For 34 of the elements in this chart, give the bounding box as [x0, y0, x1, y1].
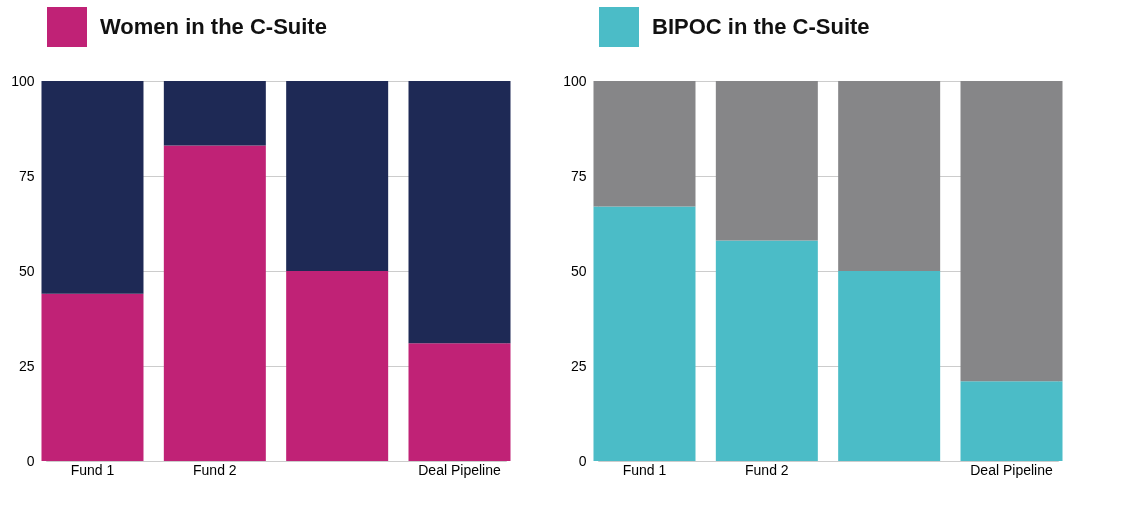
bar: [715, 240, 818, 461]
y-tick-label: 75: [570, 167, 587, 184]
bar: [163, 145, 266, 461]
bar: [408, 81, 511, 344]
bar: [960, 381, 1063, 461]
y-tick-label: 50: [18, 262, 35, 279]
x-tick-label: Fund 2: [745, 461, 789, 478]
legend-label: BIPOC in the C-Suite: [652, 14, 870, 39]
y-tick-label: 75: [18, 167, 35, 184]
legend-label: Women in the C-Suite: [100, 14, 327, 39]
x-tick-label: Fund 1: [70, 461, 115, 478]
y-tick-label: 0: [578, 452, 587, 469]
bar: [286, 81, 389, 271]
bar: [715, 81, 818, 241]
y-tick-label: 100: [11, 72, 35, 89]
bar: [838, 81, 941, 271]
bar: [286, 271, 389, 461]
x-tick-label: Fund 2: [193, 461, 237, 478]
x-tick-label: Deal Pipeline: [418, 461, 501, 478]
bar: [163, 81, 266, 146]
bar: [593, 81, 696, 207]
x-tick-label: Deal Pipeline: [970, 461, 1053, 478]
x-tick-label: Fund 1: [622, 461, 667, 478]
y-tick-label: 0: [26, 452, 35, 469]
y-tick-label: 100: [563, 72, 587, 89]
bar: [838, 271, 941, 461]
y-tick-label: 25: [18, 357, 35, 374]
bar: [593, 206, 696, 461]
bar: [41, 81, 144, 294]
y-tick-label: 25: [570, 357, 587, 374]
bar: [960, 81, 1063, 382]
bar: [41, 293, 144, 461]
bar: [408, 343, 511, 461]
y-tick-label: 50: [570, 262, 587, 279]
